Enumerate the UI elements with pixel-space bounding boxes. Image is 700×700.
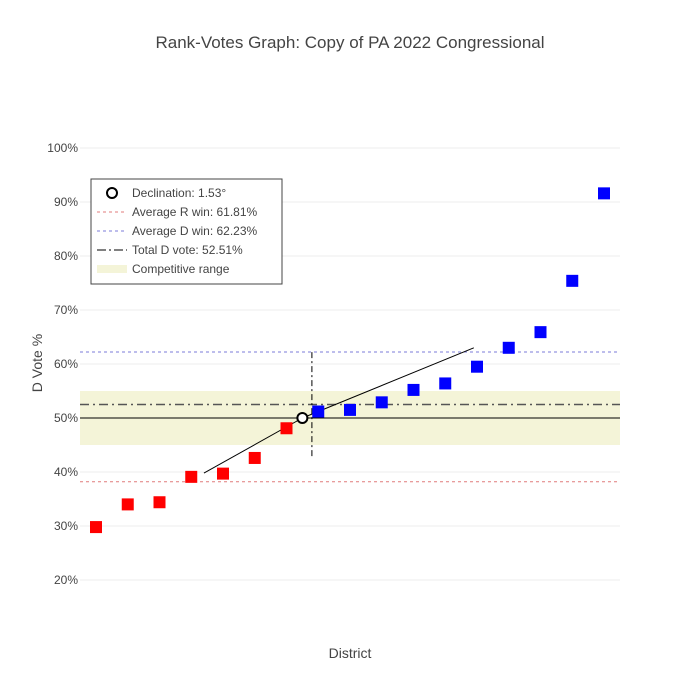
- legend-declination-marker: [106, 187, 118, 199]
- y-tick-label: 70%: [54, 303, 78, 317]
- legend-average-d-label: Average D win: 62.23%: [132, 224, 258, 238]
- democratic-district-point: [534, 326, 547, 339]
- republican-district-point: [90, 521, 102, 534]
- y-tick-label: 100%: [47, 141, 78, 155]
- democratic-district-point: [566, 274, 579, 287]
- republican-district-point: [280, 422, 293, 435]
- y-tick-label: 20%: [54, 573, 78, 587]
- grid-layer: [80, 147, 620, 581]
- data-points-layer: [90, 187, 610, 534]
- democratic-district-point: [439, 377, 452, 390]
- legend: Declination: 1.53° Average R win: 61.81%…: [90, 178, 283, 285]
- democratic-district-point: [312, 405, 325, 418]
- y-tick-label: 60%: [54, 357, 78, 371]
- democratic-district-point: [598, 187, 610, 200]
- democratic-district-point: [344, 403, 356, 416]
- declination-point: [296, 412, 309, 424]
- republican-district-point: [248, 451, 261, 464]
- republican-district-point: [121, 498, 134, 511]
- y-tick-label: 40%: [54, 465, 78, 479]
- democratic-district-point: [375, 396, 388, 409]
- reference-lines-layer: [80, 347, 620, 483]
- legend-competitive-label: Competitive range: [132, 262, 230, 276]
- republican-district-point: [153, 496, 166, 509]
- republican-district-point: [217, 467, 229, 480]
- democratic-district-point: [471, 360, 483, 373]
- x-axis-title: District: [329, 645, 372, 661]
- legend-declination-label: Declination: 1.53°: [132, 186, 226, 200]
- chart-title: Rank-Votes Graph: Copy of PA 2022 Congre…: [155, 33, 545, 52]
- y-tick-label: 30%: [54, 519, 78, 533]
- y-axis-title: D Vote %: [29, 334, 45, 392]
- legend-average-r-label: Average R win: 61.81%: [132, 205, 258, 219]
- y-tick-labels: 20% 30% 40% 50% 60% 70% 80% 90% 100%: [47, 141, 78, 587]
- y-tick-label: 80%: [54, 249, 78, 263]
- y-tick-label: 50%: [54, 411, 78, 425]
- legend-total-d-label: Total D vote: 52.51%: [132, 243, 243, 257]
- declination-d-line: [302, 347, 475, 419]
- legend-competitive-marker: [97, 265, 127, 273]
- y-tick-label: 90%: [54, 195, 78, 209]
- democratic-district-point: [407, 383, 420, 396]
- democratic-district-point: [502, 341, 515, 354]
- republican-district-point: [185, 470, 198, 483]
